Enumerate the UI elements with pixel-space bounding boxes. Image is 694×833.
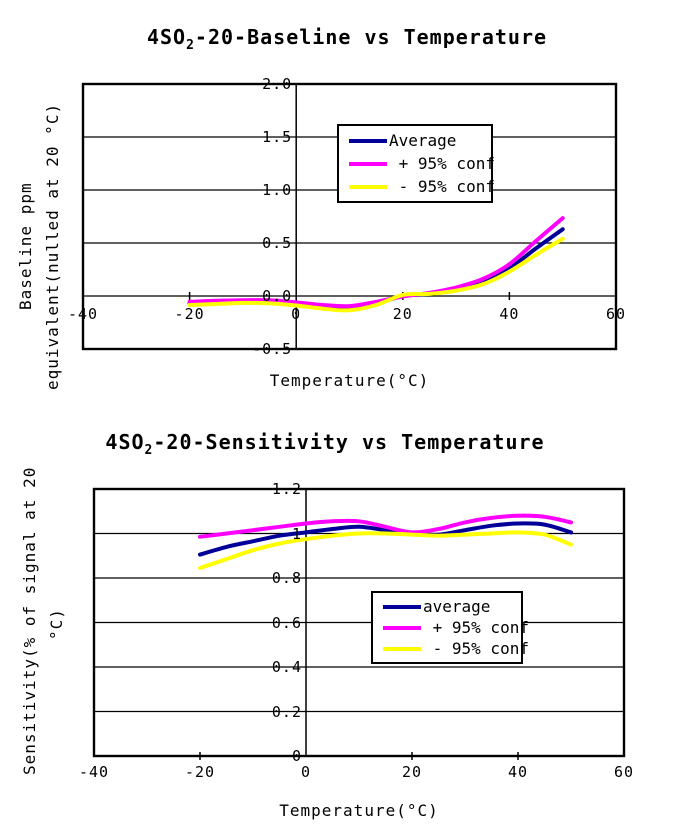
chart-title-text: 4SO <box>146 25 187 49</box>
y-tick-label: 0 <box>291 747 302 765</box>
y-tick-label: 0.0 <box>262 287 293 305</box>
x-tick-label: -40 <box>78 763 110 781</box>
legend-label: + 95% conf <box>389 154 495 173</box>
series-line <box>187 236 565 313</box>
legend-item: - 95% conf <box>339 177 495 196</box>
x-axis-title: Temperature(°C) <box>279 801 439 820</box>
chart-title-subscript: 2 <box>186 38 195 53</box>
legend-label: + 95% conf <box>423 618 529 637</box>
chart-title-text: -20-Sensitivity vs Temperature <box>153 430 545 454</box>
series-line <box>198 521 573 557</box>
chart-title-subscript: 2 <box>144 443 154 458</box>
legend-item: + 95% conf <box>373 618 529 637</box>
plot-area <box>81 82 618 351</box>
x-axis-title: Temperature(°C) <box>269 371 430 390</box>
y-axis-title-line2: equivalent(nulled at 20 °C) <box>43 102 62 390</box>
plot-frame <box>92 487 626 758</box>
y-tick-label: 2.0 <box>262 75 293 93</box>
y-tick-label: 0.5 <box>262 234 293 252</box>
chart-title: 4SO2-20-Baseline vs Temperature <box>0 25 694 53</box>
legend: Average + 95% conf - 95% conf <box>337 124 495 203</box>
x-tick-label: -40 <box>67 305 99 323</box>
y-axis-title-line2: °C) <box>47 608 66 640</box>
y-axis-title-line1: Baseline ppm <box>16 182 35 310</box>
x-tick-label: 20 <box>392 305 413 323</box>
x-tick-label: 40 <box>507 763 529 781</box>
y-axis-title-line1: Sensitivity(% of signal at 20 <box>20 466 39 775</box>
x-tick-label: 20 <box>401 763 423 781</box>
chart-title-text: -20-Baseline vs Temperature <box>194 25 548 49</box>
y-tick-label: 0.6 <box>271 613 302 632</box>
legend-line-swatch <box>349 138 387 143</box>
y-tick-label: 0.4 <box>271 658 302 676</box>
legend: average + 95% conf - 95% conf <box>371 591 529 664</box>
legend-item: + 95% conf <box>339 154 495 173</box>
series-line <box>187 216 565 309</box>
legend-label: - 95% conf <box>389 177 495 196</box>
y-tick-label: 0.8 <box>271 569 302 587</box>
legend-label: Average <box>389 131 457 150</box>
legend-label: average <box>423 597 491 616</box>
legend-item: average <box>373 597 521 616</box>
plot-frame <box>81 82 618 351</box>
legend-line-swatch <box>383 646 421 651</box>
chart-title: 4SO2-20-Sensitivity vs Temperature <box>0 430 650 458</box>
y-tick-label: 1.0 <box>262 181 293 199</box>
legend-label: - 95% conf <box>423 639 529 658</box>
x-tick-label: 60 <box>613 763 635 781</box>
y-tick-label: 1 <box>291 524 302 543</box>
y-tick-label: 1.5 <box>262 128 293 146</box>
legend-line-swatch <box>349 184 387 189</box>
legend-line-swatch <box>383 625 421 630</box>
chart-title-text: 4SO <box>105 430 145 454</box>
legend-item: - 95% conf <box>373 639 529 658</box>
y-tick-label: 1.2 <box>271 480 302 498</box>
y-tick-label: -0.5 <box>252 340 293 358</box>
y-tick-label: 0.2 <box>271 702 302 721</box>
x-tick-label: 40 <box>499 305 520 323</box>
legend-line-swatch <box>383 604 421 609</box>
x-tick-label: -20 <box>174 305 205 323</box>
series-line <box>198 530 573 570</box>
x-tick-label: 60 <box>605 305 627 323</box>
legend-item: Average <box>339 131 491 150</box>
legend-line-swatch <box>349 161 387 166</box>
x-tick-label: 0 <box>291 305 302 323</box>
plot-area <box>92 487 626 760</box>
x-tick-label: 0 <box>300 763 312 781</box>
series-line <box>198 513 573 539</box>
x-tick-label: -20 <box>184 763 216 781</box>
